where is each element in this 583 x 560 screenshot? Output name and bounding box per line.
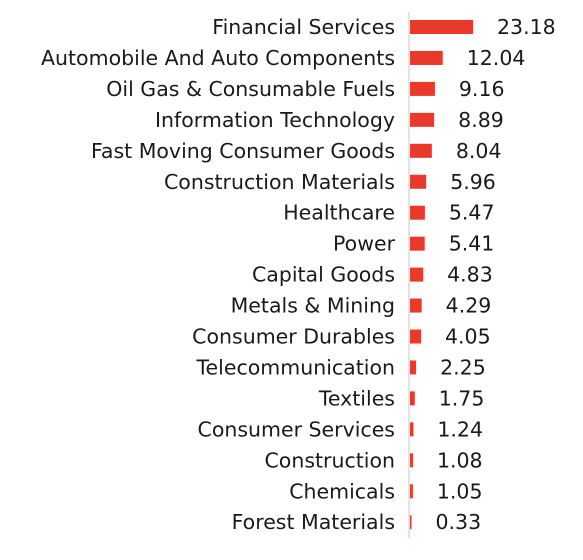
bar-13 [410,422,414,437]
bar-4 [410,143,432,158]
bar-14 [410,453,413,468]
category-label-7: Power [333,232,396,256]
bar-8 [410,267,424,282]
value-labels-group: 23.18 12.04 9.16 8.89 8.04 5.96 5.47 5.41 4.83 4.… [436,15,556,534]
value-label-5: 5.96 [450,170,496,194]
bar-5 [410,174,427,189]
category-label-16: Forest Materials [232,510,395,534]
value-label-10: 4.05 [445,325,491,349]
category-label-8: Capital Goods [252,263,395,287]
category-label-2: Oil Gas & Consumable Fuels [106,77,395,101]
bar-7 [410,236,425,251]
category-labels-group: Financial Services Automobile And Auto Co… [41,15,396,534]
bar-15 [410,484,413,499]
category-label-5: Construction Materials [164,170,395,194]
value-label-11: 2.25 [440,355,486,379]
bar-1 [410,50,443,65]
bars-group [410,20,473,530]
bar-16 [410,515,412,530]
bar-0 [410,20,473,34]
category-label-10: Consumer Durables [192,325,395,349]
category-label-4: Fast Moving Consumer Goods [91,139,395,163]
value-label-1: 12.04 [467,46,526,70]
value-label-2: 9.16 [459,77,505,101]
value-label-13: 1.24 [437,417,483,441]
category-label-9: Metals & Mining [231,294,395,318]
value-label-3: 8.89 [458,108,504,132]
bar-12 [410,391,415,406]
category-label-6: Healthcare [283,201,395,225]
value-label-14: 1.08 [437,448,483,472]
value-label-8: 4.83 [447,263,493,287]
category-label-13: Consumer Services [198,417,396,441]
category-label-11: Telecommunication [196,355,396,379]
bar-2 [410,81,435,96]
category-label-14: Construction [264,448,395,472]
value-label-4: 8.04 [456,139,502,163]
category-label-1: Automobile And Auto Components [41,46,395,70]
value-label-15: 1.05 [437,479,483,503]
value-label-7: 5.41 [449,232,495,256]
category-label-15: Chemicals [289,479,395,503]
value-label-16: 0.33 [436,510,482,534]
value-label-0: 23.18 [497,15,556,39]
category-label-12: Textiles [318,386,395,410]
value-label-12: 1.75 [439,386,485,410]
value-label-6: 5.47 [449,201,495,225]
category-label-3: Information Technology [155,108,395,132]
bar-3 [410,112,435,127]
value-label-9: 4.29 [446,294,492,318]
bar-11 [410,360,417,375]
category-label-0: Financial Services [212,15,395,39]
bar-10 [410,329,422,344]
bar-6 [410,205,425,220]
bar-9 [410,298,422,313]
